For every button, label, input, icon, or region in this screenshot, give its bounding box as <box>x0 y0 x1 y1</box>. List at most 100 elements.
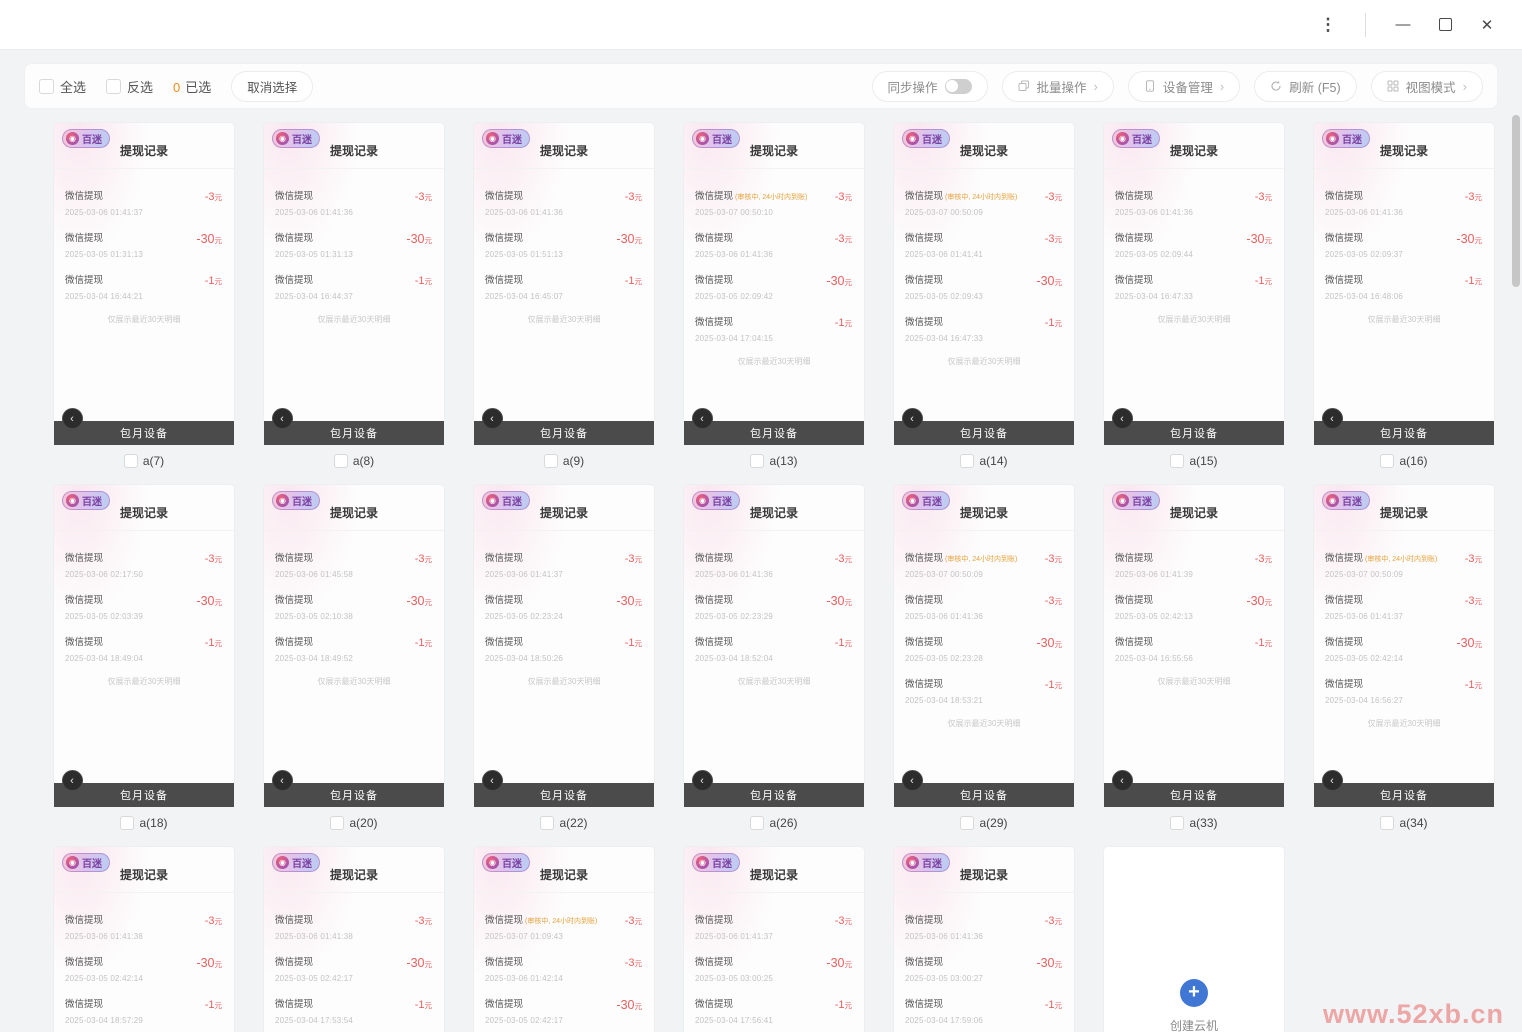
phone-screenshot[interactable]: ◉ 百迷 提现记录 微信提现 (审核中, 24小时内到账) 2025-03-07 00:5… <box>894 123 1074 421</box>
collapse-button[interactable]: ‹ <box>62 770 83 791</box>
collapse-button[interactable]: ‹ <box>482 408 503 429</box>
entry-timestamp: 2025-03-06 01:41:38 <box>275 932 354 941</box>
entry-name: 微信提现 <box>1115 595 1154 606</box>
plus-icon[interactable]: + <box>1180 979 1208 1007</box>
collapse-button[interactable]: ‹ <box>902 770 923 791</box>
maximize-button[interactable] <box>1424 0 1466 50</box>
vertical-scrollbar-thumb[interactable] <box>1512 115 1520 287</box>
collapse-button[interactable]: ‹ <box>1322 770 1343 791</box>
entry-timestamp: 2025-03-04 16:44:21 <box>65 292 144 301</box>
collapse-button[interactable]: ‹ <box>272 770 293 791</box>
cancel-selection-button[interactable]: 取消选择 <box>231 70 314 102</box>
entry-timestamp: 2025-03-04 16:47:33 <box>905 334 984 343</box>
device-checkbox[interactable] <box>960 454 975 468</box>
entry-name-line: 微信提现 (审核中, 24小时内到账) <box>1325 548 1483 566</box>
entry-amount: -30元 <box>1456 232 1482 246</box>
device-checkbox[interactable] <box>1380 816 1395 830</box>
withdraw-entry: 微信提现 2025-03-04 16:44:37 -1元 <box>275 259 433 301</box>
phone-screenshot[interactable]: ◉ 百迷 提现记录 微信提现 2025-03-06 01:41:36 -3元 微信提现 202… <box>684 485 864 783</box>
entry-name-line: 微信提现 <box>275 590 433 608</box>
entry-name-line: 微信提现 <box>905 952 1063 970</box>
withdraw-entry: 微信提现 2025-03-06 01:41:36 -3元 <box>905 579 1063 621</box>
batch-operation-button[interactable]: 批量操作 › <box>1001 70 1114 102</box>
entry-amount: -1元 <box>1254 637 1272 649</box>
phone-screenshot[interactable]: ◉ 百迷 提现记录 微信提现 (审核中, 24小时内到账) 2025-03-07 01:0… <box>474 847 654 1032</box>
yuan-unit: 元 <box>1054 640 1063 649</box>
entry-timestamp: 2025-03-04 18:49:52 <box>275 654 354 663</box>
sync-toggle[interactable] <box>944 78 972 94</box>
entry-amount: -30元 <box>616 998 642 1012</box>
collapse-button[interactable]: ‹ <box>692 408 713 429</box>
entry-timestamp: 2025-03-05 01:51:13 <box>485 250 564 259</box>
device-checkbox[interactable] <box>333 454 348 468</box>
selection-toolbar: 全选 反选 0 已选 取消选择 同步操作 批量操作 › <box>24 63 1498 109</box>
brand-badge: ◉ 百迷 <box>482 853 530 872</box>
phone-screenshot[interactable]: ◉ 百迷 提现记录 微信提现 2025-03-06 01:41:37 -3元 微信提现 202… <box>684 847 864 1032</box>
select-all-control[interactable]: 全选 <box>39 77 86 96</box>
entry-timestamp: 2025-03-05 02:10:38 <box>275 612 354 621</box>
collapse-button[interactable]: ‹ <box>482 770 503 791</box>
withdraw-entry: 微信提现 2025-03-05 02:09:42 -30元 <box>695 259 853 301</box>
device-checkbox[interactable] <box>120 816 135 830</box>
monthly-device-bar: 包月设备 ‹ <box>1104 408 1284 445</box>
collapse-button[interactable]: ‹ <box>272 408 293 429</box>
collapse-button[interactable]: ‹ <box>1322 408 1343 429</box>
withdraw-entry: 微信提现 2025-03-05 03:00:27 -30元 <box>905 941 1063 983</box>
phone-screenshot[interactable]: ◉ 百迷 提现记录 微信提现 (审核中, 24小时内到账) 2025-03-07 00:5… <box>894 485 1074 783</box>
device-checkbox[interactable] <box>123 454 138 468</box>
phone-screenshot[interactable]: ◉ 百迷 提现记录 微信提现 2025-03-06 02:17:50 -3元 微信提现 202… <box>54 485 234 783</box>
device-checkbox[interactable] <box>1170 816 1185 830</box>
sync-operation-button[interactable]: 同步操作 <box>871 70 988 102</box>
brand-name: 百迷 <box>1132 497 1152 508</box>
add-device-card[interactable]: + 创建云机 <box>1104 847 1284 1032</box>
invert-select-control[interactable]: 反选 <box>106 77 153 96</box>
phone-screenshot[interactable]: ◉ 百迷 提现记录 微信提现 2025-03-06 01:41:38 -3元 微信提现 202… <box>54 847 234 1032</box>
device-checkbox[interactable] <box>1170 454 1185 468</box>
select-all-checkbox[interactable] <box>39 78 54 94</box>
device-label-row: a(14) <box>894 453 1074 469</box>
monthly-device-bar: 包月设备 ‹ <box>54 770 234 807</box>
device-checkbox[interactable] <box>1380 454 1395 468</box>
device-checkbox[interactable] <box>750 816 765 830</box>
invert-select-checkbox[interactable] <box>106 78 122 94</box>
device-management-button[interactable]: 设备管理 › <box>1127 70 1241 102</box>
entry-name: 微信提现 <box>695 191 734 202</box>
phone-screenshot[interactable]: ◉ 百迷 提现记录 微信提现 2025-03-06 01:41:36 -3元 微信提现 202… <box>474 123 654 421</box>
collapse-button[interactable]: ‹ <box>1112 770 1133 791</box>
collapse-button[interactable]: ‹ <box>692 770 713 791</box>
entry-amount: -3元 <box>414 915 432 927</box>
minimize-button[interactable]: — <box>1382 0 1424 50</box>
phone-screenshot[interactable]: ◉ 百迷 提现记录 微信提现 2025-03-06 01:41:37 -3元 微信提现 202… <box>54 123 234 421</box>
brand-name: 百迷 <box>712 859 732 870</box>
collapse-button[interactable]: ‹ <box>902 408 923 429</box>
device-checkbox[interactable] <box>750 454 765 468</box>
device-checkbox[interactable] <box>543 454 558 468</box>
device-checkbox[interactable] <box>960 816 975 830</box>
device-checkbox[interactable] <box>540 816 555 830</box>
entries-footnote: 仅展示最近30天明细 <box>317 315 391 324</box>
phone-screenshot[interactable]: ◉ 百迷 提现记录 微信提现 (审核中, 24小时内到账) 2025-03-07 00:5… <box>1314 485 1494 783</box>
view-mode-button[interactable]: 视图模式 › <box>1370 70 1483 102</box>
phone-screenshot[interactable]: ◉ 百迷 提现记录 微信提现 2025-03-06 01:41:36 -3元 微信提现 202… <box>894 847 1074 1032</box>
phone-screenshot[interactable]: ◉ 百迷 提现记录 微信提现 2025-03-06 01:45:58 -3元 微信提现 202… <box>264 485 444 783</box>
entry-name: 微信提现 <box>905 637 944 648</box>
close-button[interactable]: ✕ <box>1466 0 1508 50</box>
entries-footnote: 仅展示最近30天明细 <box>107 677 181 686</box>
collapse-button[interactable]: ‹ <box>1112 408 1133 429</box>
phone-screenshot[interactable]: ◉ 百迷 提现记录 微信提现 2025-03-06 01:41:36 -3元 微信提现 202… <box>264 123 444 421</box>
withdraw-entry: 微信提现 2025-03-06 01:41:36 -3元 <box>695 537 853 579</box>
menu-kebab-icon[interactable]: ⋮ <box>1319 14 1337 34</box>
withdraw-entry: 微信提现 2025-03-05 03:00:25 -30元 <box>695 941 853 983</box>
phone-screenshot[interactable]: ◉ 百迷 提现记录 微信提现 2025-03-06 01:41:38 -3元 微信提现 202… <box>264 847 444 1032</box>
phone-screenshot[interactable]: ◉ 百迷 提现记录 微信提现 2025-03-06 01:41:36 -3元 微信提现 202… <box>1104 123 1284 421</box>
phone-screenshot[interactable]: ◉ 百迷 提现记录 微信提现 2025-03-06 01:41:37 -3元 微信提现 202… <box>474 485 654 783</box>
yuan-unit: 元 <box>1264 236 1273 245</box>
refresh-button[interactable]: 刷新 (F5) <box>1254 70 1357 102</box>
phone-screenshot[interactable]: ◉ 百迷 提现记录 微信提现 2025-03-06 01:41:36 -3元 微信提现 202… <box>1314 123 1494 421</box>
device-checkbox[interactable] <box>330 816 345 830</box>
entry-timestamp: 2025-03-05 02:09:44 <box>1115 250 1194 259</box>
phone-screenshot[interactable]: ◉ 百迷 提现记录 微信提现 2025-03-06 01:41:39 -3元 微信提现 202… <box>1104 485 1284 783</box>
phone-screenshot[interactable]: ◉ 百迷 提现记录 微信提现 (审核中, 24小时内到账) 2025-03-07 00:5… <box>684 123 864 421</box>
collapse-button[interactable]: ‹ <box>62 408 83 429</box>
window-titlebar: ⋮ — ✕ <box>0 0 1522 50</box>
